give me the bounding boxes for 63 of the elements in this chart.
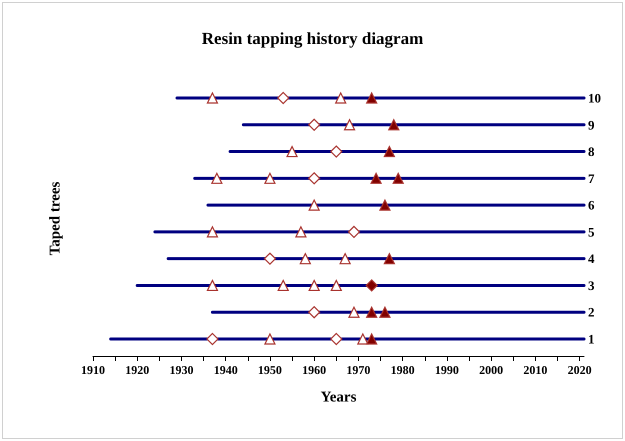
point <box>340 253 351 264</box>
point <box>379 200 391 211</box>
y-tick-label: 6 <box>588 198 595 213</box>
x-tick-label: 1910 <box>81 363 105 377</box>
x-tick-label: 1980 <box>390 363 415 377</box>
x-tick-label: 2010 <box>523 363 548 377</box>
point <box>348 306 360 318</box>
y-tick-label: 9 <box>588 117 595 132</box>
point <box>278 280 289 292</box>
y-tick-label: 1 <box>588 332 594 346</box>
point <box>206 226 218 238</box>
y-tick-label: 7 <box>588 170 595 186</box>
point <box>330 145 342 158</box>
y-tick-label: 2 <box>588 304 594 320</box>
point <box>392 172 404 184</box>
point <box>308 118 320 131</box>
point <box>206 92 218 104</box>
x-tick-label: 1990 <box>434 363 459 377</box>
point <box>206 280 218 292</box>
point <box>366 333 378 345</box>
y-tick-label: 10 <box>588 90 601 106</box>
point <box>264 333 276 345</box>
x-axis-title: Years <box>320 390 357 406</box>
point <box>379 306 391 318</box>
point <box>277 92 290 104</box>
point <box>330 280 342 292</box>
x-tick-label: 1940 <box>214 363 238 377</box>
point <box>308 306 320 318</box>
y-tick-label: 3 <box>588 278 595 293</box>
point <box>370 172 382 184</box>
point <box>295 226 306 238</box>
point <box>330 332 342 346</box>
x-tick-label: 1930 <box>169 363 194 377</box>
point <box>211 172 222 184</box>
y-axis-title: Taped trees <box>48 181 64 256</box>
point <box>264 252 276 265</box>
chart-title: Resin tapping history diagram <box>202 29 424 48</box>
point <box>344 119 356 130</box>
point <box>286 146 298 158</box>
x-tick-label: 1960 <box>302 363 326 377</box>
x-tick-label: 1950 <box>258 363 282 377</box>
point <box>300 253 311 264</box>
point <box>384 146 395 158</box>
point <box>366 279 378 292</box>
x-tick-label: 2020 <box>568 363 592 377</box>
x-tick-label: 1970 <box>346 363 370 377</box>
point <box>308 200 320 211</box>
y-tick-label: 8 <box>588 144 595 160</box>
y-tick-label: 4 <box>588 251 595 266</box>
point <box>366 306 378 318</box>
point <box>357 333 368 345</box>
point <box>388 119 400 130</box>
point <box>308 172 320 184</box>
point <box>308 280 320 292</box>
x-tick-label: 1920 <box>125 363 150 377</box>
point <box>348 226 360 238</box>
point <box>264 172 276 184</box>
y-tick-label: 5 <box>588 224 595 240</box>
point <box>206 332 219 346</box>
point <box>335 92 346 104</box>
point <box>384 253 395 264</box>
point <box>366 92 378 104</box>
x-tick-label: 2000 <box>479 363 504 377</box>
